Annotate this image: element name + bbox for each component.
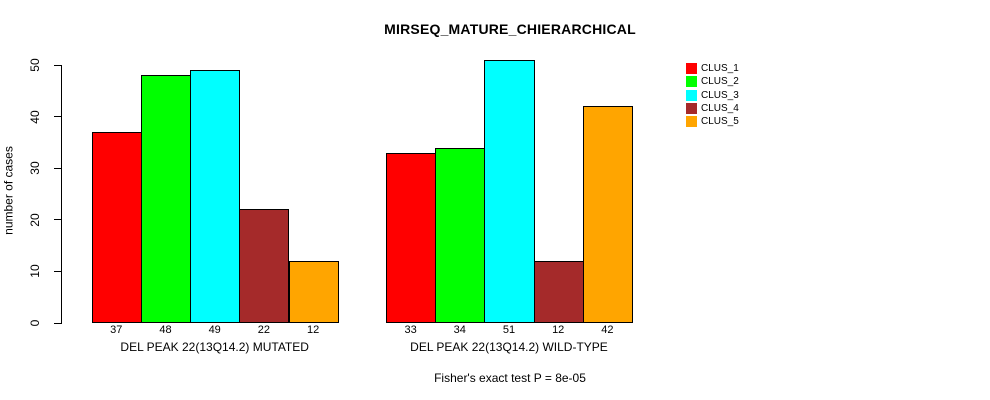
bar-value-label: 12: [306, 323, 320, 336]
legend-label: CLUS_4: [701, 102, 739, 114]
bar-value-label: 37: [110, 323, 123, 336]
bar-value-label: 42: [601, 323, 614, 336]
bar-value-label: 49: [208, 323, 221, 336]
chart-title: MIRSEQ_MATURE_CHIERARCHICAL: [384, 21, 636, 37]
legend-label: CLUS_5: [701, 116, 739, 127]
bar-value-label: 51: [502, 323, 516, 336]
bar-clus_4: [533, 261, 584, 323]
legend-label: CLUS_2: [701, 76, 739, 88]
legend-swatch-clus_5: [686, 116, 697, 127]
legend-swatch-clus_2: [686, 76, 697, 88]
bar-clus_3: [190, 70, 241, 323]
y-axis-tick-label: 30: [28, 161, 42, 175]
y-axis-tick: [54, 116, 61, 118]
bar-clus_5: [288, 261, 339, 323]
bar-value-label: 48: [159, 323, 172, 336]
bar-value-label: 22: [257, 323, 271, 336]
y-axis-tick: [54, 270, 61, 272]
y-axis-tick: [54, 64, 61, 66]
bar-clus_2: [140, 75, 192, 323]
legend-label: CLUS_1: [701, 63, 739, 74]
y-axis-tick-label: 10: [28, 264, 42, 279]
bar-clus_5: [582, 106, 633, 323]
bar-value-label: 34: [453, 323, 466, 336]
y-axis-tick-label: 0: [28, 319, 42, 327]
y-axis-tick: [54, 322, 61, 324]
legend-swatch-clus_3: [686, 89, 697, 101]
legend-label: CLUS_3: [701, 89, 739, 101]
y-axis-label: number of cases: [1, 146, 16, 235]
y-axis-tick: [54, 167, 61, 169]
y-axis-line: [61, 64, 62, 324]
y-axis-tick: [54, 219, 61, 221]
bar-clus_3: [484, 59, 535, 323]
y-axis-tick-label: 50: [28, 58, 42, 72]
x-axis-group-label: DEL PEAK 22(13Q14.2) MUTATED: [120, 340, 309, 354]
x-axis-group-label: DEL PEAK 22(13Q14.2) WILD-TYPE: [410, 340, 608, 354]
bar-clus_1: [386, 152, 437, 323]
bar-clus_4: [239, 209, 290, 323]
legend-swatch-clus_4: [686, 102, 697, 114]
bar-value-label: 33: [404, 323, 417, 336]
bar-clus_1: [91, 132, 142, 323]
bar-value-label: 12: [552, 323, 565, 336]
y-axis-tick-label: 40: [28, 109, 42, 124]
bar-clus_2: [435, 147, 486, 323]
y-axis-tick-label: 20: [28, 213, 42, 227]
stat-test-caption: Fisher's exact test P = 8e-05: [434, 371, 586, 385]
legend-swatch-clus_1: [686, 63, 697, 74]
